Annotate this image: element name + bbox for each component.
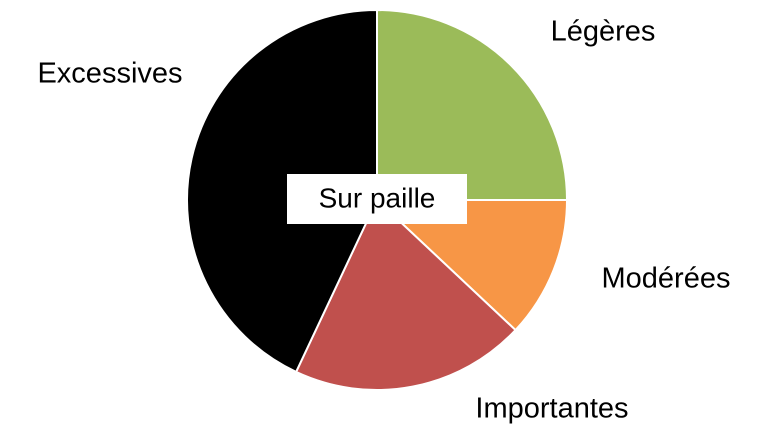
slice-label: Légères: [551, 16, 656, 48]
pie-slice: [294, 198, 517, 391]
center-label: Sur paille: [319, 182, 436, 213]
center-label-box: [287, 174, 467, 224]
pie-slice: [186, 8, 378, 374]
slice-label: Importantes: [475, 393, 628, 425]
slice-label: Excessives: [37, 58, 182, 90]
pie-slice: [376, 8, 569, 201]
pie-slice: [374, 199, 569, 332]
slice-label: Modérées: [602, 263, 731, 295]
pie: [186, 8, 569, 391]
